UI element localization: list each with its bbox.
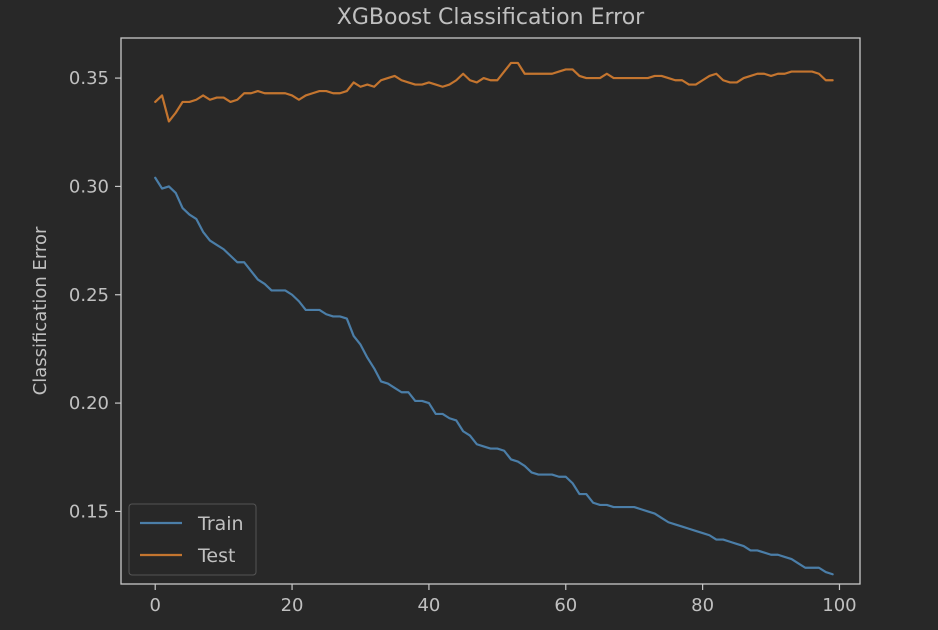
legend-label-train: Train	[197, 513, 244, 535]
y-tick-label: 0.15	[69, 501, 109, 522]
y-tick-label: 0.25	[69, 285, 109, 306]
x-tick-label: 60	[554, 595, 577, 616]
x-tick-label: 0	[149, 595, 160, 616]
x-tick-label: 100	[822, 595, 856, 616]
x-tick-label: 20	[281, 595, 304, 616]
series-line-train	[154, 176, 834, 576]
y-axis: 0.15 0.20 0.25 0.30 0.35	[69, 68, 121, 522]
y-tick-label: 0.30	[69, 176, 109, 197]
x-axis: 0 20 40 60 80 100	[149, 584, 857, 616]
legend: Train Test	[128, 503, 257, 576]
plot-area	[121, 38, 860, 584]
axes-frame	[120, 37, 861, 585]
series-line-test	[154, 61, 834, 123]
x-tick-label: 80	[691, 595, 714, 616]
legend-box	[128, 503, 257, 576]
series-layer	[154, 61, 834, 576]
x-tick-label: 40	[417, 595, 440, 616]
y-axis-label: Classification Error	[30, 226, 51, 395]
legend-label-test: Test	[197, 545, 235, 567]
chart-title: XGBoost Classification Error	[337, 5, 645, 30]
y-tick-label: 0.20	[69, 393, 109, 414]
y-tick-label: 0.35	[69, 68, 109, 89]
